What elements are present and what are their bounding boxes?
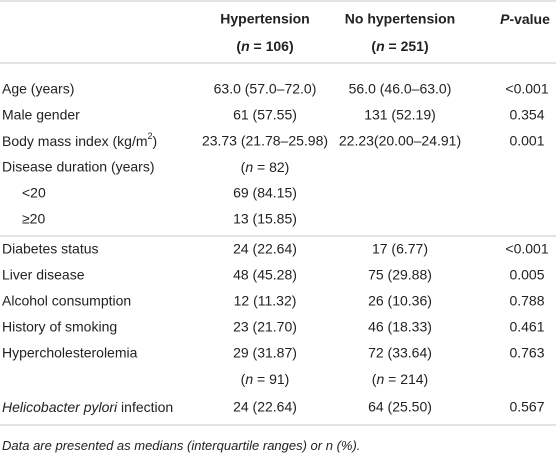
text-part: ( <box>241 371 246 387</box>
row-label: Diabetes status <box>2 241 99 257</box>
row-label: Hypercholesterolemia <box>2 345 138 361</box>
cell: 17 (6.77) <box>372 241 428 257</box>
cell: 63.0 (57.0–72.0) <box>214 81 317 97</box>
cell: 23.73 (21.78–25.98) <box>202 133 328 149</box>
column-n: (n = 251) <box>371 38 428 54</box>
cell: 12 (11.32) <box>234 293 297 309</box>
text-part: Body mass index (kg/m <box>2 133 148 149</box>
text-part: n <box>245 159 253 175</box>
text-part: = 214) <box>384 371 428 387</box>
cell: 13 (15.85) <box>233 211 297 227</box>
row-label: Liver disease <box>2 267 85 283</box>
cell: 23 (21.70) <box>233 319 297 335</box>
text-part: = 91) <box>253 371 289 387</box>
row-label: History of smoking <box>2 319 117 335</box>
cell: <0.001 <box>505 81 548 97</box>
cell: 75 (29.88) <box>368 267 432 283</box>
text-part: 2 <box>148 131 153 141</box>
footnote: Data are presented as medians (interquar… <box>2 438 360 453</box>
row-label: Helicobacter pylori infection <box>2 399 173 415</box>
column-header: P-value <box>500 11 550 27</box>
cell: 24 (22.64) <box>233 399 297 415</box>
text-part: n <box>376 371 384 387</box>
row-label: Age (years) <box>2 81 74 97</box>
cell: 29 (31.87) <box>233 345 297 361</box>
cell: 69 (84.15) <box>233 185 297 201</box>
column-header: No hypertension <box>345 11 455 27</box>
cell: 72 (33.64) <box>368 345 432 361</box>
text-part: n <box>245 371 253 387</box>
cell: 0.461 <box>509 319 544 335</box>
row-label: Disease duration (years) <box>2 159 155 175</box>
cell: 0.001 <box>509 133 544 149</box>
cell: (n = 91) <box>241 371 290 387</box>
text-part: ( <box>372 371 377 387</box>
row-label: Body mass index (kg/m2) <box>2 131 157 148</box>
row-label: Male gender <box>2 107 80 123</box>
cell: (n = 82) <box>241 159 290 175</box>
cell: 24 (22.64) <box>233 241 297 257</box>
cell: 0.354 <box>509 107 544 123</box>
cell: <0.001 <box>505 241 548 257</box>
cell: 0.567 <box>509 399 544 415</box>
cell: (n = 214) <box>372 371 428 387</box>
cell: 0.763 <box>509 345 544 361</box>
cell: 48 (45.28) <box>233 267 297 283</box>
cell: 131 (52.19) <box>364 107 436 123</box>
column-header: Hypertension <box>220 11 309 27</box>
row-label: ≥20 <box>22 211 45 227</box>
text-part: ) <box>153 133 158 149</box>
cell: 61 (57.55) <box>233 107 297 123</box>
cell: 64 (25.50) <box>368 399 432 415</box>
row-label: Alcohol consumption <box>2 293 131 309</box>
cell: 26 (10.36) <box>368 293 432 309</box>
text-part: = 82) <box>253 159 289 175</box>
cell: 46 (18.33) <box>368 319 432 335</box>
cell: 22.23(20.00–24.91) <box>339 133 461 149</box>
text-part: Helicobacter pylori <box>2 399 118 415</box>
text-part: ( <box>241 159 246 175</box>
column-n: (n = 106) <box>236 38 293 54</box>
row-label: <20 <box>22 185 46 201</box>
text-part: infection <box>117 399 173 415</box>
cell: 0.005 <box>509 267 544 283</box>
cell: 0.788 <box>509 293 544 309</box>
cell: 56.0 (46.0–63.0) <box>349 81 452 97</box>
